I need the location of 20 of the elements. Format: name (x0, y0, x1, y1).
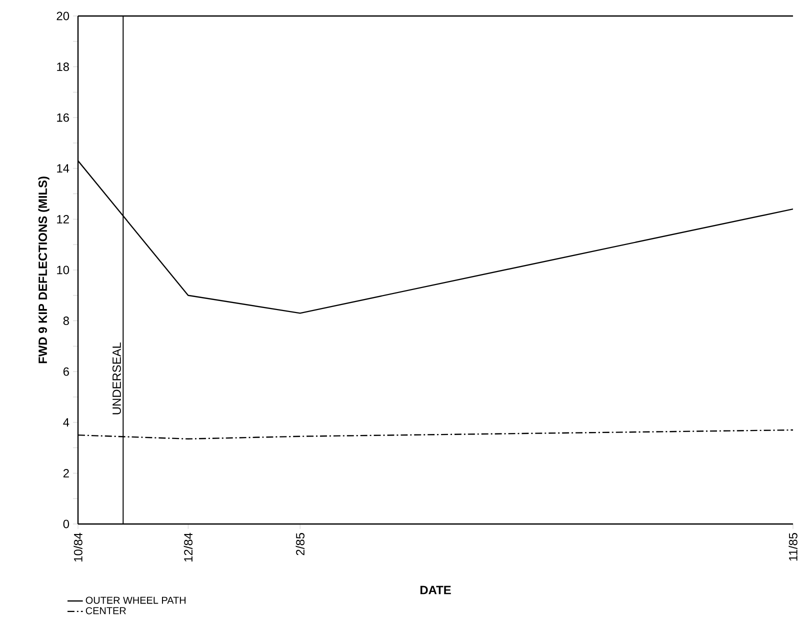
y-tick-label: 12 (57, 215, 69, 224)
y-tick-label: 16 (57, 113, 69, 122)
y-tick-label: 18 (57, 62, 69, 72)
x-tick-label: 10/84 (74, 532, 82, 562)
x-tick-label: 12/84 (184, 532, 193, 562)
ref-line-label: UNDERSEAL (112, 342, 121, 414)
legend-label: OUTER WHEEL PATH (86, 596, 186, 604)
y-tick-label: 0 (63, 520, 70, 528)
legend-label: CENTER (86, 607, 126, 614)
x-tick-label: 2/85 (296, 532, 304, 556)
y-tick-label: 10 (57, 266, 70, 274)
x-tick-label: 11/85 (788, 532, 798, 561)
y-axis-title: FWD 9 KIP DEFLECTIONS (MILS) (38, 176, 50, 364)
y-tick-label: 2 (63, 469, 69, 478)
x-axis-title: DATE (420, 586, 451, 594)
y-tick-label: 4 (63, 418, 70, 426)
y-tick-label: 20 (56, 12, 70, 20)
y-tick-label: 8 (63, 316, 69, 326)
y-tick-label: 14 (57, 164, 70, 172)
y-tick-label: 6 (63, 367, 69, 376)
